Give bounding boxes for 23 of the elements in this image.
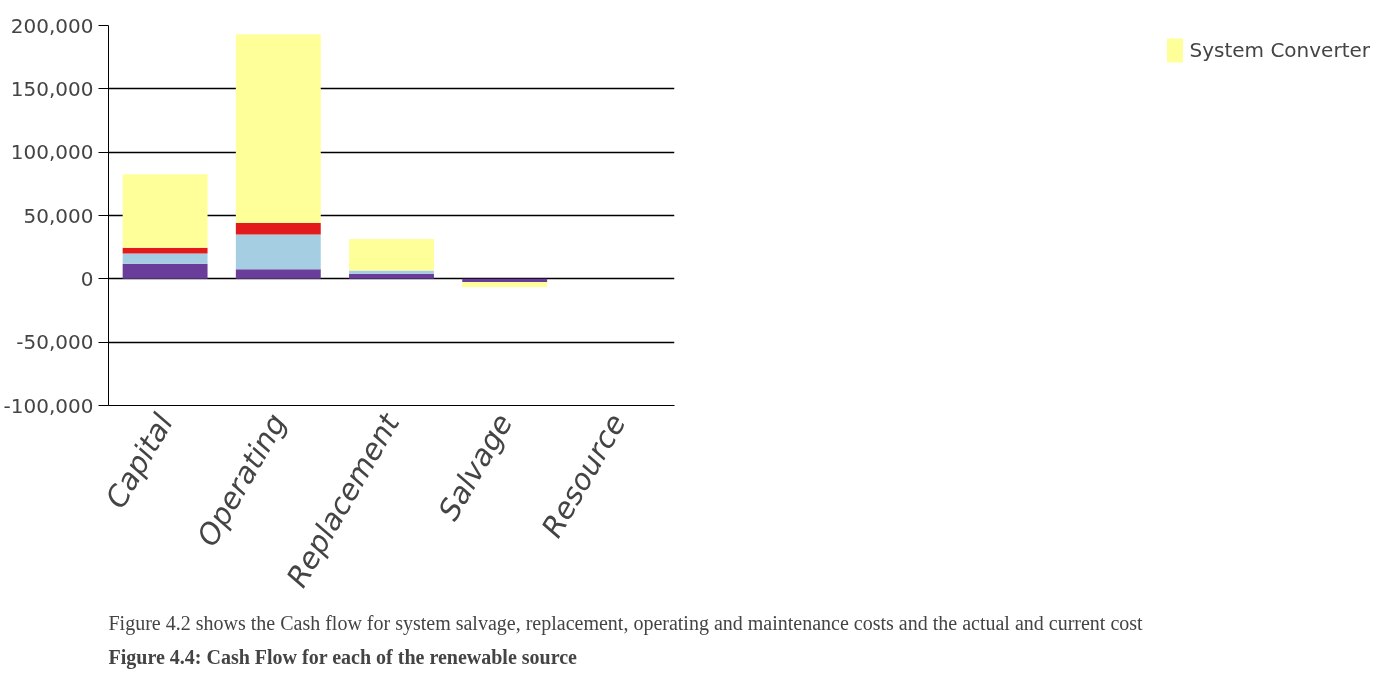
bar bbox=[122, 247, 208, 254]
bar bbox=[462, 282, 548, 288]
bar bbox=[122, 263, 208, 279]
bar bbox=[235, 269, 321, 279]
bar bbox=[349, 273, 434, 279]
caption: Figure 4.2 shows the Cash flow for system salvage, replacement, operating and maintenance costs and the actual and current cost bbox=[108, 611, 1144, 635]
y-tick-label: -50,000 bbox=[16, 330, 94, 355]
y-tick-label: -100,000 bbox=[3, 393, 94, 418]
legend-label: System Converter bbox=[1189, 38, 1370, 62]
bar bbox=[349, 270, 434, 274]
y-tick-label: 200,000 bbox=[10, 13, 94, 38]
bar bbox=[235, 223, 321, 235]
y-tick-label: 100,000 bbox=[10, 140, 94, 165]
bar bbox=[349, 238, 434, 271]
bar bbox=[235, 34, 321, 224]
y-tick-label: 150,000 bbox=[10, 76, 94, 101]
bar bbox=[122, 253, 208, 264]
y-tick-label: 0 bbox=[80, 266, 94, 291]
bar bbox=[122, 174, 208, 248]
y-tick-label: 50,000 bbox=[23, 203, 94, 228]
bar bbox=[235, 234, 321, 270]
caption: Figure 4.4: Cash Flow for each of the renewable source bbox=[108, 645, 578, 669]
bar bbox=[462, 278, 548, 282]
